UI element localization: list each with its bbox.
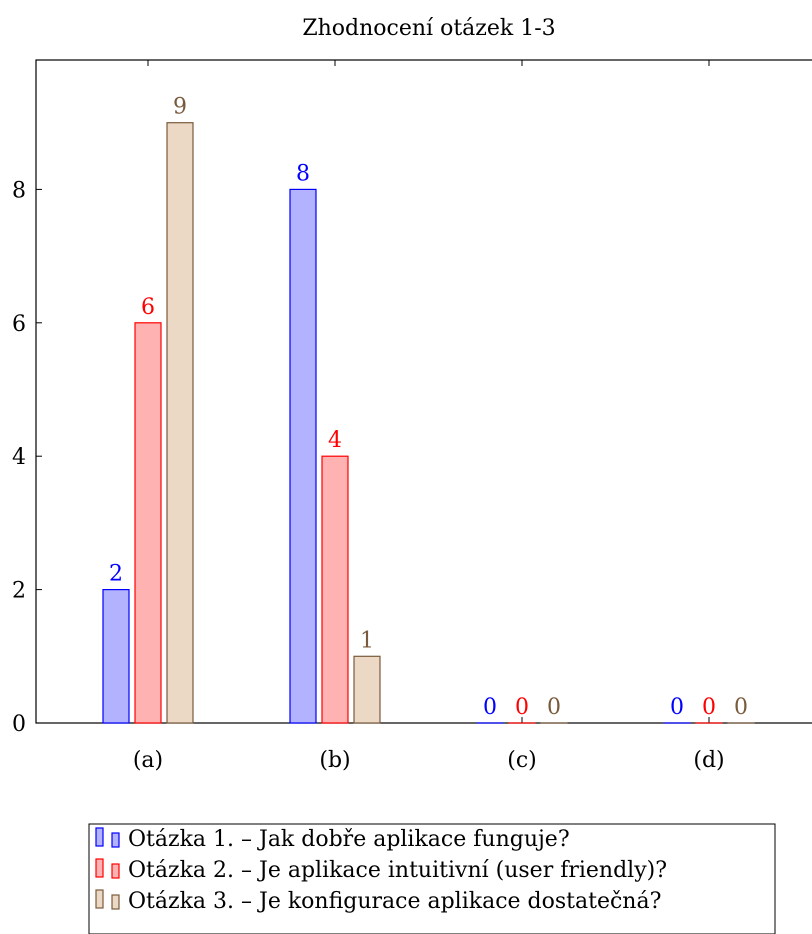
data-label: 2 <box>109 562 123 587</box>
bar <box>321 455 349 724</box>
x-tick-label: (c) <box>507 748 537 773</box>
axis-ticks <box>36 60 710 724</box>
x-tick-label: (d) <box>693 748 724 773</box>
data-label: 0 <box>670 695 684 720</box>
data-label: 1 <box>360 628 374 653</box>
plot-frame <box>35 59 812 724</box>
bar <box>102 588 130 724</box>
y-tick-label: 2 <box>12 579 26 604</box>
data-label: 4 <box>328 428 342 453</box>
x-tick-label: (a) <box>133 748 163 773</box>
data-label: 6 <box>141 295 155 320</box>
legend-label: Otázka 1. – Jak dobře aplikace funguje? <box>128 827 570 852</box>
legend-box <box>88 823 776 934</box>
y-tick-label: 0 <box>12 712 26 737</box>
legend: Otázka 1. – Jak dobře aplikace funguje? O… <box>88 823 776 934</box>
legend-swatch <box>111 832 120 848</box>
y-tick-labels: 0 2 4 6 8 <box>12 178 26 737</box>
bar <box>166 122 194 724</box>
y-tick-label: 6 <box>12 312 26 337</box>
bars <box>102 122 755 724</box>
legend-label: Otázka 2. – Je aplikace intuitivní (user… <box>128 858 667 883</box>
bar <box>289 188 317 724</box>
bar <box>353 655 381 724</box>
data-label: 0 <box>483 695 497 720</box>
legend-swatch <box>95 858 104 878</box>
chart-title: Zhodnocení otázek 1-3 <box>302 16 555 41</box>
data-label: 9 <box>173 95 187 120</box>
legend-swatch <box>111 863 120 879</box>
legend-swatch <box>111 894 120 910</box>
y-tick-label: 4 <box>12 445 26 470</box>
data-label: 0 <box>515 695 529 720</box>
bar <box>134 322 162 724</box>
x-tick-label: (b) <box>319 748 350 773</box>
x-tick-labels: (a) (b) (c) (d) <box>133 748 725 773</box>
legend-swatch <box>95 889 104 909</box>
y-tick-label: 8 <box>12 178 26 203</box>
data-label: 0 <box>702 695 716 720</box>
data-label: 0 <box>547 695 561 720</box>
legend-swatch <box>95 827 104 847</box>
legend-label: Otázka 3. – Je konfigurace aplikace dost… <box>128 889 661 914</box>
data-label: 0 <box>734 695 748 720</box>
data-label: 8 <box>296 161 310 186</box>
